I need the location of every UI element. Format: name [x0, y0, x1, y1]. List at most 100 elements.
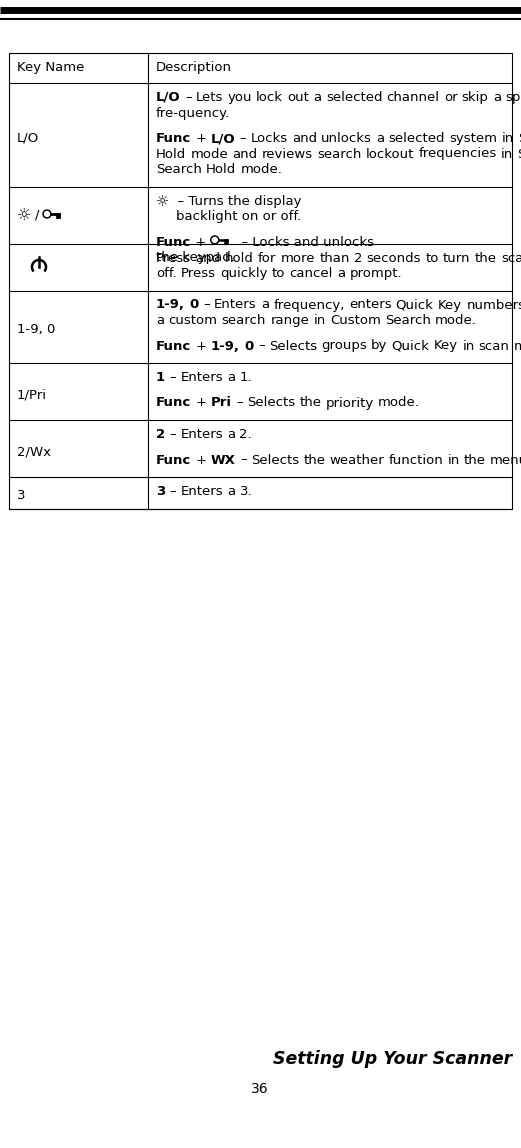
- Text: +: +: [195, 453, 206, 466]
- Text: selected: selected: [389, 132, 445, 145]
- Text: channel: channel: [387, 91, 440, 104]
- Text: enters: enters: [349, 298, 391, 311]
- Text: fre-quency.: fre-quency.: [156, 107, 230, 119]
- Text: and: and: [232, 147, 257, 161]
- Text: +: +: [191, 235, 211, 248]
- Text: +: +: [195, 396, 206, 410]
- Text: a: a: [227, 484, 235, 498]
- Text: selected: selected: [326, 91, 382, 104]
- Text: mode.: mode.: [514, 340, 521, 352]
- Text: Enters: Enters: [180, 428, 223, 441]
- Text: – Locks and unlocks: – Locks and unlocks: [233, 235, 374, 248]
- Text: mode.: mode.: [378, 396, 420, 410]
- Text: unlocks: unlocks: [321, 132, 372, 145]
- Text: Func: Func: [156, 453, 191, 466]
- Text: 1-9,: 1-9,: [156, 298, 185, 311]
- Text: lock: lock: [256, 91, 283, 104]
- Text: ☼: ☼: [17, 208, 31, 223]
- Text: system: system: [450, 132, 498, 145]
- Text: Selects: Selects: [251, 453, 299, 466]
- Text: a: a: [337, 267, 345, 280]
- Text: Enters: Enters: [180, 484, 223, 498]
- Text: groups: groups: [321, 340, 367, 352]
- Text: –: –: [169, 484, 176, 498]
- Text: Func: Func: [156, 235, 191, 248]
- Text: Key Name: Key Name: [17, 61, 84, 73]
- Text: scan: scan: [479, 340, 510, 352]
- Text: in: in: [502, 132, 514, 145]
- Text: the: the: [475, 251, 497, 264]
- Text: Key: Key: [438, 298, 462, 311]
- Text: skip: skip: [462, 91, 489, 104]
- Text: out: out: [288, 91, 309, 104]
- Text: Hold: Hold: [156, 147, 186, 161]
- Text: 2/Wx: 2/Wx: [17, 445, 51, 458]
- Text: in: in: [448, 453, 460, 466]
- Text: lockout: lockout: [366, 147, 414, 161]
- Text: seconds: seconds: [366, 251, 421, 264]
- Text: a: a: [261, 298, 269, 311]
- Text: prompt.: prompt.: [350, 267, 402, 280]
- Text: 2.: 2.: [240, 428, 252, 441]
- Text: Description: Description: [156, 61, 232, 73]
- Text: ☼: ☼: [156, 194, 169, 209]
- Text: –: –: [185, 91, 192, 104]
- Text: 3: 3: [156, 484, 165, 498]
- Text: 1-9,: 1-9,: [211, 340, 240, 352]
- Text: +: +: [195, 132, 206, 145]
- Text: 2: 2: [354, 251, 362, 264]
- Text: Key: Key: [434, 340, 458, 352]
- Text: to: to: [272, 267, 286, 280]
- Text: Search: Search: [385, 315, 431, 327]
- Text: more: more: [280, 251, 315, 264]
- Text: L/O: L/O: [17, 131, 39, 145]
- Text: cancel: cancel: [290, 267, 333, 280]
- Text: –: –: [236, 396, 243, 410]
- Text: mode.: mode.: [435, 315, 477, 327]
- Text: Press: Press: [181, 267, 216, 280]
- Text: to: to: [425, 251, 439, 264]
- Text: Quick: Quick: [396, 298, 433, 311]
- Text: Hold: Hold: [206, 163, 237, 176]
- Text: reviews: reviews: [262, 147, 313, 161]
- Text: custom: custom: [168, 315, 217, 327]
- Text: off.: off.: [156, 267, 177, 280]
- Text: Func: Func: [156, 340, 191, 352]
- Text: 0: 0: [244, 340, 254, 352]
- Text: specified: specified: [505, 91, 521, 104]
- Text: search: search: [221, 315, 266, 327]
- Text: you: you: [227, 91, 252, 104]
- Text: a: a: [314, 91, 321, 104]
- Text: 1/Pri: 1/Pri: [17, 388, 47, 401]
- Text: frequency,: frequency,: [273, 298, 344, 311]
- Text: Press: Press: [156, 251, 191, 264]
- Text: Lets: Lets: [196, 91, 223, 104]
- Text: the: the: [303, 453, 325, 466]
- Text: +: +: [195, 340, 206, 352]
- Circle shape: [44, 211, 49, 217]
- Text: 3: 3: [17, 489, 26, 503]
- Text: mode.: mode.: [241, 163, 282, 176]
- Text: scanner: scanner: [501, 251, 521, 264]
- Text: WX: WX: [211, 453, 235, 466]
- Text: a: a: [156, 315, 164, 327]
- Text: Quick: Quick: [392, 340, 430, 352]
- Text: 1: 1: [156, 371, 165, 383]
- Text: the: the: [464, 453, 486, 466]
- Text: search: search: [317, 147, 362, 161]
- Circle shape: [212, 238, 217, 242]
- Text: priority: priority: [326, 396, 374, 410]
- Text: 3.: 3.: [240, 484, 252, 498]
- Text: frequencies: frequencies: [418, 147, 497, 161]
- Text: Setting Up Your Scanner: Setting Up Your Scanner: [273, 1050, 512, 1068]
- Bar: [9, 53, 512, 509]
- Text: Func: Func: [156, 396, 191, 410]
- Text: –: –: [240, 453, 246, 466]
- Text: the keypad.: the keypad.: [156, 251, 235, 264]
- Text: /: /: [35, 209, 44, 222]
- Text: numbers,: numbers,: [466, 298, 521, 311]
- Text: Scan: Scan: [518, 132, 521, 145]
- Text: in: in: [462, 340, 475, 352]
- Text: 2: 2: [156, 428, 165, 441]
- Text: Pri: Pri: [211, 396, 232, 410]
